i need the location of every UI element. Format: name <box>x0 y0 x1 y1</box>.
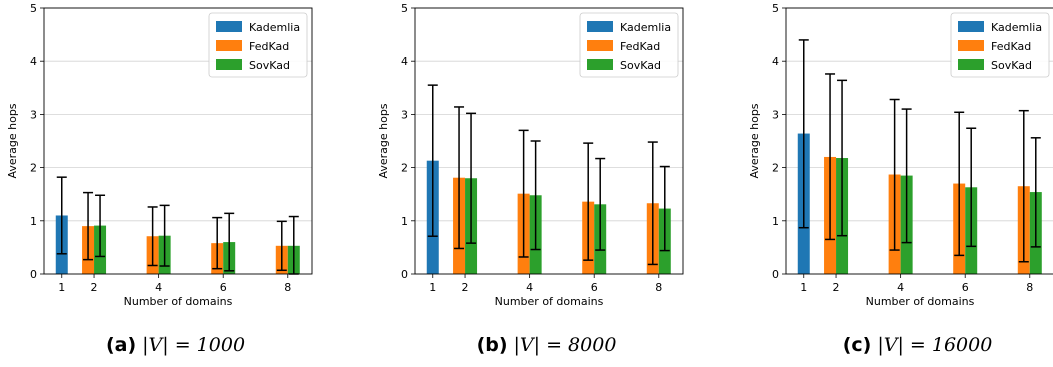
legend-swatch-sovkad <box>216 59 242 70</box>
legend-swatch-kademlia <box>216 21 242 32</box>
x-tick-label: 4 <box>155 281 162 294</box>
x-tick-label: 4 <box>526 281 533 294</box>
caption-a-math: |V| = 1000 <box>142 334 246 356</box>
x-tick-label: 6 <box>220 281 227 294</box>
x-tick-label: 8 <box>1026 281 1033 294</box>
legend-swatch-fedkad <box>587 40 613 51</box>
x-tick-label: 1 <box>58 281 65 294</box>
chart-b-svg: 0 1 2 3 4 5 1 2 4 6 8 Number of domains Average hops… <box>377 2 684 308</box>
x-axis-label: Number of domains <box>124 295 233 308</box>
y-axis-label: Average hops <box>377 103 390 178</box>
legend-swatch-kademlia <box>958 21 984 32</box>
legend-label-sovkad: SovKad <box>991 59 1032 72</box>
x-axis-label: Number of domains <box>866 295 975 308</box>
legend: Kademlia FedKad SovKad <box>208 12 308 78</box>
y-axis-label: Average hops <box>6 103 19 178</box>
legend-swatch-kademlia <box>587 21 613 32</box>
legend-label-sovkad: SovKad <box>249 59 290 72</box>
caption-a: (a) |V| = 1000 <box>0 334 351 356</box>
x-tick-label: 2 <box>462 281 469 294</box>
legend-label-kademlia: Kademlia <box>249 21 300 34</box>
x-tick-label: 1 <box>429 281 436 294</box>
x-tick-label: 4 <box>897 281 904 294</box>
y-tick-label: 3 <box>30 108 37 121</box>
caption-b-math: |V| = 8000 <box>513 334 617 356</box>
legend-label-kademlia: Kademlia <box>991 21 1042 34</box>
y-tick-label: 4 <box>30 55 37 68</box>
y-tick-label: 2 <box>401 162 408 175</box>
y-tick-label: 5 <box>401 2 408 15</box>
caption-c-letter: (c) <box>842 334 872 356</box>
caption-b: (b) |V| = 8000 <box>371 334 722 356</box>
legend-swatch-sovkad <box>958 59 984 70</box>
y-tick-label: 4 <box>772 55 779 68</box>
x-tick-label: 6 <box>962 281 969 294</box>
legend-label-fedkad: FedKad <box>249 40 289 53</box>
x-tick-label: 1 <box>800 281 807 294</box>
x-tick-label: 8 <box>284 281 291 294</box>
y-tick-label: 4 <box>401 55 408 68</box>
legend-label-sovkad: SovKad <box>620 59 661 72</box>
chart-panel-c: 0 1 2 3 4 5 1 2 4 6 8 Number of domains Average hops… <box>742 0 1053 367</box>
y-tick-label: 5 <box>772 2 779 15</box>
y-axis-label: Average hops <box>748 103 761 178</box>
plot-frame <box>414 7 684 275</box>
y-tick-label: 1 <box>772 215 779 228</box>
caption-a-letter: (a) <box>105 334 137 356</box>
x-tick-label: 8 <box>655 281 662 294</box>
y-tick-label: 3 <box>401 108 408 121</box>
y-tick-label: 2 <box>30 162 37 175</box>
plot-frame <box>785 7 1053 275</box>
y-tick-label: 0 <box>772 268 779 281</box>
legend-label-fedkad: FedKad <box>620 40 660 53</box>
y-tick-label: 3 <box>772 108 779 121</box>
legend-swatch-fedkad <box>958 40 984 51</box>
legend-swatch-sovkad <box>587 59 613 70</box>
y-tick-label: 2 <box>772 162 779 175</box>
legend-swatch-fedkad <box>216 40 242 51</box>
chart-a-svg: 0 1 2 3 4 5 1 2 4 6 8 Number of domains Average hops… <box>6 2 313 308</box>
x-tick-label: 2 <box>833 281 840 294</box>
y-tick-label: 1 <box>30 215 37 228</box>
y-tick-label: 0 <box>30 268 37 281</box>
chart-c-svg: 0 1 2 3 4 5 1 2 4 6 8 Number of domains Average hops… <box>748 2 1053 308</box>
chart-panel-b: 0 1 2 3 4 5 1 2 4 6 8 Number of domains Average hops… <box>371 0 722 367</box>
legend-label-kademlia: Kademlia <box>620 21 671 34</box>
plot-frame <box>43 7 313 275</box>
caption-c-math: |V| = 16000 <box>877 334 993 356</box>
y-tick-label: 5 <box>30 2 37 15</box>
caption-b-letter: (b) <box>476 334 508 356</box>
y-tick-label: 0 <box>401 268 408 281</box>
legend-label-fedkad: FedKad <box>991 40 1031 53</box>
legend: Kademlia FedKad SovKad <box>579 12 679 78</box>
x-tick-label: 2 <box>91 281 98 294</box>
legend: Kademlia FedKad SovKad <box>950 12 1050 78</box>
chart-panel-a: 0 1 2 3 4 5 1 2 4 6 8 Number of domains Average hops… <box>0 0 351 367</box>
x-axis-label: Number of domains <box>495 295 604 308</box>
x-tick-label: 6 <box>591 281 598 294</box>
y-tick-label: 1 <box>401 215 408 228</box>
caption-c: (c) |V| = 16000 <box>742 334 1053 356</box>
